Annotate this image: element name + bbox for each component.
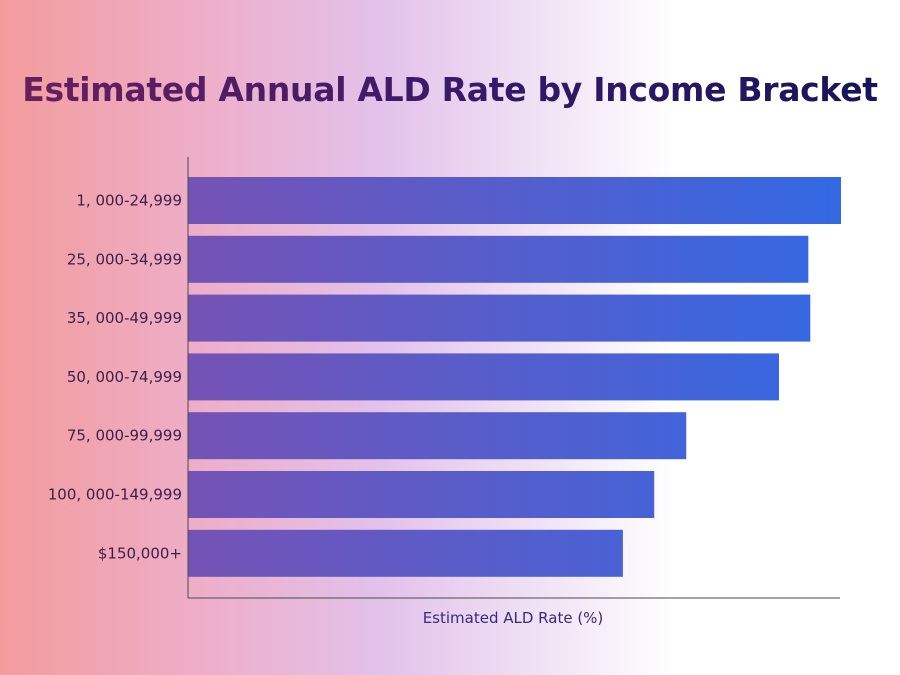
category-label-0: 1, 000-24,999 [76,192,182,210]
bar-0 [188,177,841,224]
bar-1 [188,235,809,283]
bar-6 [188,529,623,577]
bar-3 [188,353,779,401]
bar-4 [188,412,687,460]
category-label-1: 25, 000-34,999 [67,250,182,268]
bar-2 [188,294,811,342]
chart-title: Estimated Annual ALD Rate by Income Brac… [0,70,900,109]
category-label-6: $150,000+ [98,544,182,562]
category-label-5: 100, 000-149,999 [48,486,182,504]
bars-group [188,177,841,577]
bar-5 [188,471,655,518]
category-label-2: 35, 000-49,999 [67,309,182,327]
x-axis-label: Estimated ALD Rate (%) [423,609,604,627]
category-label-3: 50, 000-74,999 [67,368,182,386]
category-label-4: 75, 000-99,999 [67,427,182,445]
category-labels-group: 1, 000-24,999 25, 000-34,999 35, 000-49,99… [48,192,182,563]
